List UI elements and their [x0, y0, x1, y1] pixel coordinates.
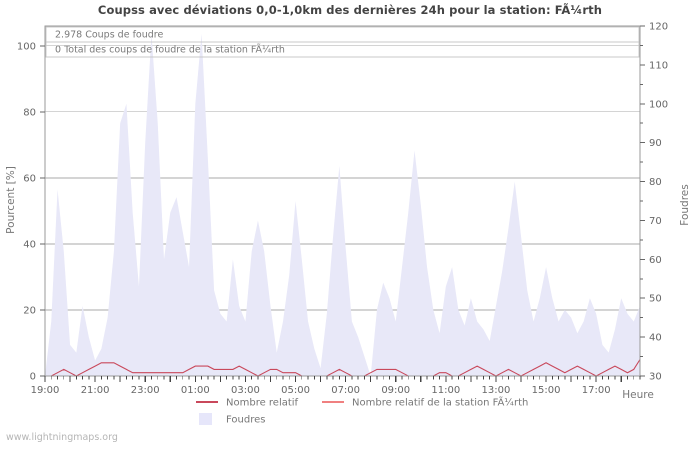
- foudres-area-series: [45, 33, 640, 376]
- svg-text:03:00: 03:00: [231, 385, 260, 396]
- svg-text:60: 60: [649, 255, 662, 266]
- watermark-footer: www.lightningmaps.org: [6, 432, 118, 443]
- svg-text:Nombre relatif: Nombre relatif: [226, 398, 299, 409]
- svg-text:07:00: 07:00: [331, 385, 360, 396]
- svg-text:20: 20: [23, 305, 36, 316]
- svg-text:80: 80: [23, 107, 36, 118]
- chart-legend: Nombre relatif Nombre relatif de la stati…: [196, 396, 528, 426]
- svg-text:50: 50: [649, 294, 662, 305]
- svg-text:60: 60: [23, 173, 36, 184]
- y-axis-label-right: Foudres: [679, 184, 691, 225]
- axis-ticks: [40, 25, 645, 382]
- svg-text:09:00: 09:00: [381, 385, 410, 396]
- svg-text:21:00: 21:00: [81, 385, 110, 396]
- svg-text:0 Total des coups de foudre de: 0 Total des coups de foudre de la statio…: [55, 45, 285, 56]
- svg-text:11:00: 11:00: [431, 385, 460, 396]
- svg-text:40: 40: [23, 239, 36, 250]
- svg-text:80: 80: [649, 177, 662, 188]
- svg-text:0: 0: [30, 372, 36, 383]
- svg-text:01:00: 01:00: [181, 385, 210, 396]
- svg-text:13:00: 13:00: [482, 385, 511, 396]
- svg-text:110: 110: [649, 60, 668, 71]
- svg-text:15:00: 15:00: [532, 385, 561, 396]
- svg-text:90: 90: [649, 138, 662, 149]
- svg-text:100: 100: [17, 41, 36, 52]
- svg-text:19:00: 19:00: [31, 385, 60, 396]
- svg-text:17:00: 17:00: [582, 385, 611, 396]
- x-axis-label: Heure: [622, 389, 654, 401]
- axis-tick-labels: 0 20 40 60 80 100 30 40 50 60 70 80 90 100 110 120 19:00…: [17, 22, 668, 397]
- page-title: Coupss avec déviations 0,0-1,0km des der…: [97, 3, 603, 17]
- svg-text:40: 40: [649, 333, 662, 344]
- svg-text:05:00: 05:00: [281, 385, 310, 396]
- svg-text:2.978 Coups de foudre: 2.978 Coups de foudre: [55, 30, 163, 41]
- svg-text:Nombre relatif de la station F: Nombre relatif de la station FÃ¼rth: [352, 396, 528, 409]
- annotation-box: 2.978 Coups de foudre 0 Total des coups d…: [45, 26, 640, 58]
- svg-text:Foudres: Foudres: [226, 415, 265, 426]
- svg-text:70: 70: [649, 216, 662, 227]
- svg-text:23:00: 23:00: [131, 385, 160, 396]
- svg-text:30: 30: [649, 372, 662, 383]
- svg-text:100: 100: [649, 99, 668, 110]
- y-axis-label-left: Pourcent [%]: [5, 166, 17, 234]
- svg-text:120: 120: [649, 22, 668, 33]
